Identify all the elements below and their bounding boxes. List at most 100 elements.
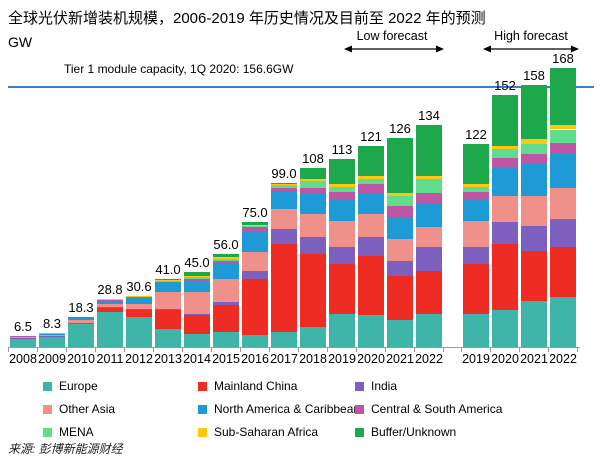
bar-total-label-2019: 122: [465, 127, 487, 143]
bar-total-label-2022: 168: [552, 51, 574, 67]
x-axis-label-2022: 2022: [415, 352, 443, 366]
bar-segment-other-asia-2009: [39, 334, 65, 336]
bar-segment-other-asia-2015: [213, 278, 239, 303]
legend-swatch-icon: [198, 404, 207, 414]
x-axis-tick: [95, 348, 96, 352]
bar-segment-sub-saharan-africa-2019: [329, 184, 355, 187]
legend-label: Buffer/Unknown: [371, 425, 457, 439]
x-axis-tick: [519, 348, 520, 352]
x-axis-tick: [269, 348, 270, 352]
bar-segment-other-asia-2008: [10, 336, 36, 338]
x-axis-label-2010: 2010: [67, 352, 95, 366]
bar-segment-sub-saharan-africa-2018: [300, 179, 326, 181]
legend-item-india: India: [355, 379, 397, 393]
x-axis-label-2018: 2018: [299, 352, 327, 366]
bar-segment-buffer-unknown-2014: [184, 272, 210, 276]
low-forecast-label: Low forecast: [356, 29, 428, 43]
bar-segment-central-south-america-2020: [358, 184, 384, 193]
x-axis-tick: [356, 348, 357, 352]
bar-segment-mainland-china-2021: [521, 250, 547, 301]
bar-segment-europe-2020: [358, 315, 384, 347]
bar-segment-mainland-china-2022: [550, 247, 576, 298]
bar-segment-sub-saharan-africa-2014: [184, 275, 210, 278]
x-axis-tick: [443, 348, 444, 352]
bar-segment-north-america-caribbean-2021: [521, 164, 547, 196]
legend-swatch-icon: [355, 427, 364, 437]
bar-segment-europe-2009: [39, 336, 65, 347]
bar-segment-other-asia-2013: [155, 292, 181, 309]
bar-segment-mainland-china-2018: [300, 254, 326, 328]
bar-total-label-2021: 158: [523, 67, 545, 83]
legend-swatch-icon: [198, 381, 207, 391]
x-axis-tick: [153, 348, 154, 352]
bar-segment-mena-2020: [358, 179, 384, 185]
bar-segment-india-2011: [97, 307, 123, 308]
x-axis-label-2022: 2022: [549, 352, 577, 366]
bar-segment-mena-2021: [387, 195, 413, 206]
low-forecast-arrow: [344, 45, 444, 53]
legend-item-mainland-china: Mainland China: [198, 379, 297, 393]
bar-segment-mainland-china-2019: [463, 263, 489, 314]
bar-segment-sub-saharan-africa-2022: [550, 124, 576, 130]
bar-segment-north-america-caribbean-2012: [126, 297, 152, 304]
x-axis-label-2021: 2021: [386, 352, 414, 366]
bar-segment-buffer-unknown-2020: [492, 94, 518, 147]
bar-segment-other-asia-2020: [358, 214, 384, 238]
bar-segment-buffer-unknown-2015: [213, 254, 239, 258]
bar-segment-europe-2022: [550, 297, 576, 347]
legend-swatch-icon: [43, 381, 52, 391]
bar-segment-mainland-china-2020: [492, 244, 518, 311]
bar-segment-mena-2021: [521, 144, 547, 155]
bar-segment-sub-saharan-africa-2013: [155, 279, 181, 281]
legend-swatch-icon: [355, 404, 364, 414]
bar-total-label-2010: 18.3: [68, 299, 94, 315]
bar-segment-europe-2020: [492, 310, 518, 347]
bar-segment-central-south-america-2022: [550, 142, 576, 155]
x-axis-tick: [414, 348, 415, 352]
tier1-capacity-reference-line: [8, 86, 594, 88]
bar-segment-buffer-unknown-2019: [329, 159, 355, 185]
bar-segment-buffer-unknown-2021: [521, 84, 547, 140]
legend-item-other-asia: Other Asia: [43, 402, 115, 416]
x-axis-label-2019: 2019: [462, 352, 490, 366]
bar-segment-mena-2019: [329, 186, 355, 192]
legend-label: North America & Caribbean: [214, 402, 361, 416]
bar-segment-mainland-china-2012: [126, 310, 152, 317]
bar-segment-sub-saharan-africa-2020: [358, 175, 384, 180]
bar-segment-central-south-america-2021: [521, 154, 547, 165]
bar-segment-other-asia-2014: [184, 292, 210, 314]
x-axis-tick: [240, 348, 241, 352]
bar-segment-central-south-america-2016: [242, 227, 268, 231]
high-forecast-label: High forecast: [494, 29, 568, 43]
bar-segment-mena-2015: [213, 259, 239, 261]
bar-segment-mainland-china-2011: [97, 307, 123, 313]
bar-total-label-2008: 6.5: [13, 319, 33, 335]
bar-segment-europe-2018: [300, 327, 326, 347]
bar-total-label-2009: 8.3: [42, 316, 62, 332]
bar-segment-india-2019: [463, 247, 489, 264]
legend-swatch-icon: [43, 404, 52, 414]
bar-segment-europe-2010: [68, 323, 94, 347]
x-axis-tick: [124, 348, 125, 352]
bar-segment-india-2021: [521, 225, 547, 251]
bar-segment-mainland-china-2015: [213, 305, 239, 333]
bar-segment-north-america-caribbean-2021: [387, 217, 413, 240]
bar-segment-sub-saharan-africa-2021: [387, 192, 413, 196]
bar-segment-north-america-caribbean-2016: [242, 230, 268, 253]
bar-segment-europe-2019: [329, 313, 355, 347]
bar-segment-mena-2014: [184, 277, 210, 279]
bar-segment-other-asia-2021: [387, 239, 413, 261]
legend-item-sub-saharan-africa: Sub-Saharan Africa: [198, 425, 318, 439]
legend-label: Mainland China: [214, 379, 298, 393]
bar-segment-europe-2017: [271, 332, 297, 347]
bar-segment-sub-saharan-africa-2020: [492, 146, 518, 150]
bar-segment-other-asia-2012: [126, 303, 152, 309]
legend-label: Sub-Saharan Africa: [214, 425, 319, 439]
bar-segment-sub-saharan-africa-2022: [416, 175, 442, 180]
x-axis-label-2014: 2014: [183, 352, 211, 366]
bar-segment-buffer-unknown-2013: [155, 278, 181, 280]
bar-total-label-2016: 75.0: [242, 205, 268, 221]
bar-segment-europe-2012: [126, 316, 152, 347]
bar-segment-north-america-caribbean-2015: [213, 263, 239, 279]
